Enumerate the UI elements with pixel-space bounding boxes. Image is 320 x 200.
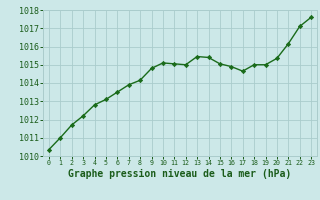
X-axis label: Graphe pression niveau de la mer (hPa): Graphe pression niveau de la mer (hPa) — [68, 169, 292, 179]
